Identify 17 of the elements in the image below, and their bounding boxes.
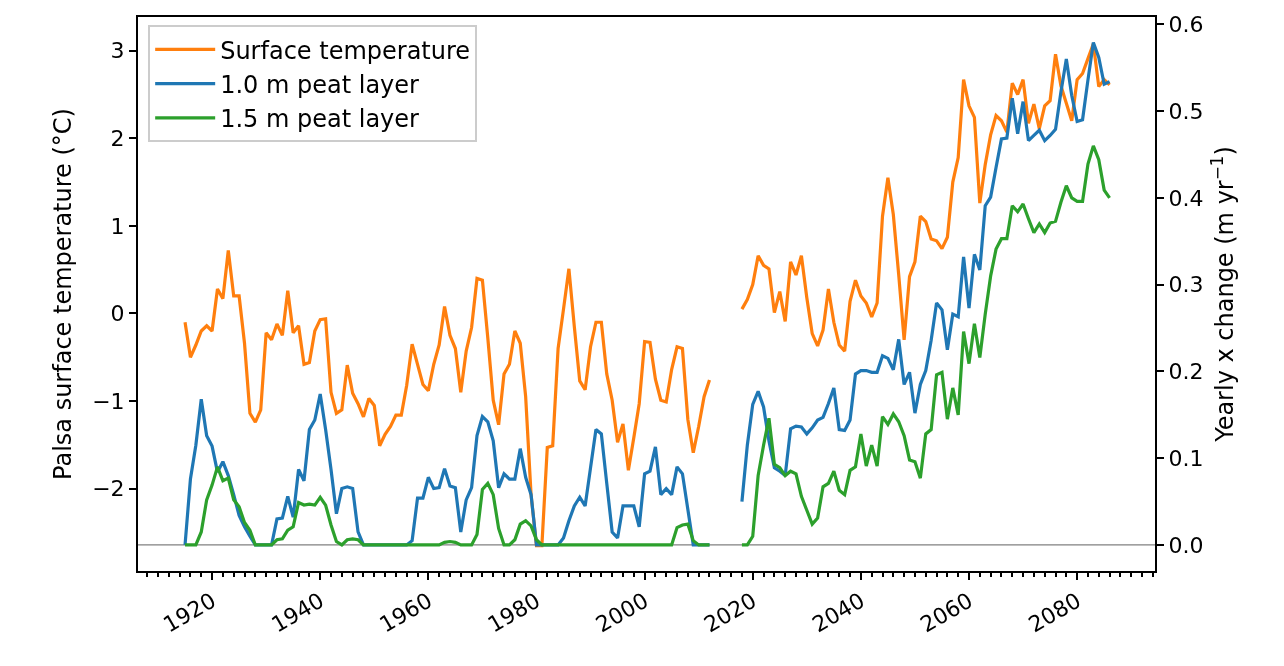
y2-tick-label: 0.2 [1168, 359, 1204, 385]
y-tick-label: −2 [92, 476, 125, 502]
y2-tick-label: 0.0 [1168, 532, 1204, 558]
y-tick-label: 2 [110, 126, 125, 152]
y-tick-label: 3 [110, 38, 125, 64]
legend-label: Surface temperature [220, 36, 471, 65]
legend-label: 1.5 m peat layer [220, 105, 420, 134]
y-tick-label: 1 [110, 213, 125, 239]
y2-tick-label: 0.4 [1168, 185, 1204, 211]
y2-tick-label: 0.1 [1168, 445, 1204, 471]
y2-tick-label: 0.6 [1168, 12, 1204, 38]
legend-label: 1.0 m peat layer [220, 70, 420, 99]
y-axis-title: Palsa surface temperature (°C) [48, 108, 77, 480]
y-tick-label: −1 [92, 388, 125, 414]
y2-tick-label: 0.5 [1168, 98, 1204, 124]
y-tick-label: 0 [110, 301, 125, 327]
y2-tick-label: 0.3 [1168, 272, 1204, 298]
